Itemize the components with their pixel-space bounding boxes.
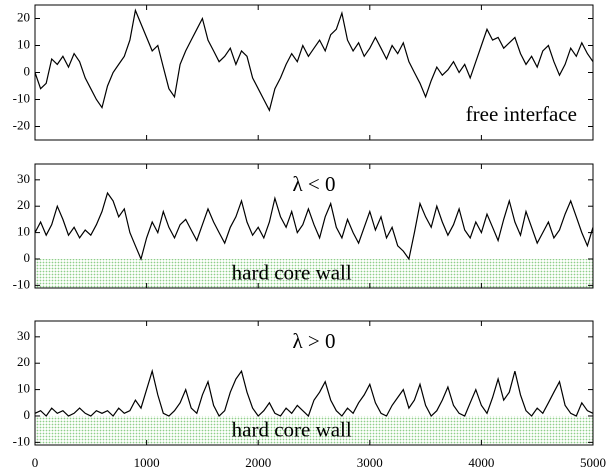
wall-label: hard core wall (232, 417, 352, 441)
y-tick-label: 0 (24, 63, 31, 78)
x-tick-label: 4000 (468, 455, 494, 470)
annotation: λ > 0 (292, 329, 335, 353)
y-tick-label: -10 (13, 90, 30, 105)
interface-line (34, 191, 594, 261)
y-tick-label: 0 (24, 250, 31, 265)
y-tick-label: -10 (13, 433, 30, 448)
y-tick-label: 0 (24, 407, 31, 422)
x-tick-label: 0 (32, 455, 39, 470)
y-tick-label: 30 (17, 328, 30, 343)
y-tick-label: 10 (17, 381, 30, 396)
x-tick-label: 5000 (580, 455, 606, 470)
wall-label: hard core wall (232, 260, 352, 284)
annotation: λ < 0 (292, 172, 335, 196)
interface-line (34, 8, 594, 112)
y-tick-label: 20 (17, 9, 30, 24)
y-tick-label: -20 (13, 117, 30, 132)
y-tick-label: -10 (13, 276, 30, 291)
y-tick-label: 30 (17, 171, 30, 186)
x-tick-label: 2000 (245, 455, 271, 470)
annotation: free interface (466, 102, 577, 126)
wall (35, 258, 593, 288)
y-tick-label: 20 (17, 197, 30, 212)
y-tick-label: 10 (17, 36, 30, 51)
frame (34, 320, 594, 446)
wall (35, 415, 593, 445)
frame (34, 163, 594, 289)
x-tick-label: 3000 (357, 455, 383, 470)
y-tick-label: 10 (17, 224, 30, 239)
y-tick-label: 20 (17, 354, 30, 369)
x-tick-label: 1000 (134, 455, 160, 470)
interface-line (34, 368, 594, 418)
